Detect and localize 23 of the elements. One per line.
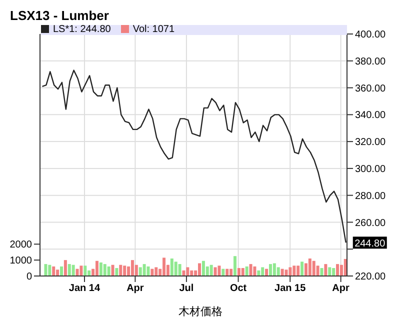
y2-tick-label: 2000: [10, 240, 32, 251]
annotation: 244.80: [354, 238, 386, 250]
x-tick-label: Jan 15: [274, 283, 306, 294]
y-tick-label: 220.00: [355, 272, 386, 283]
y-tick-label: 300.00: [355, 164, 386, 175]
legend-label: LS*1: 244.80: [53, 24, 111, 35]
chart-title: LSX13 - Lumber: [9, 8, 110, 24]
y-tick-label: 360.00: [355, 83, 386, 94]
y-tick-label: 280.00: [355, 190, 386, 202]
y-tick-label: 400.00: [355, 30, 386, 41]
x-tick-label: Jul: [179, 283, 194, 294]
x-tick-label: Jan 14: [68, 283, 100, 294]
x-tick-label: Oct: [230, 283, 248, 294]
y2-tick-label: 0: [26, 272, 32, 283]
y-tick-label: 340.00: [355, 110, 386, 122]
x-tick-label: Apr: [126, 283, 144, 294]
text: 木材価格: [178, 305, 224, 319]
y-tick-label: 380.00: [355, 56, 386, 68]
y2-tick-label: 1000: [10, 256, 32, 267]
legend-label: Vol: 1071: [132, 24, 175, 35]
x-tick-label: Apr: [332, 283, 350, 294]
y-tick-label: 260.00: [355, 218, 386, 229]
y-tick-label: 320.00: [355, 137, 386, 148]
